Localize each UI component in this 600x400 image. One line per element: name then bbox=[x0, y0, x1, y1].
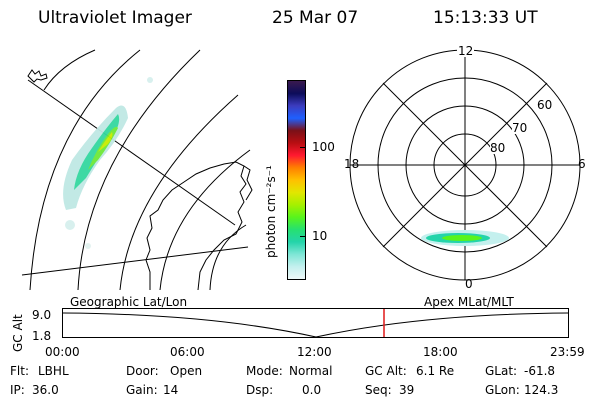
timeline-y-tick: 9.0 bbox=[32, 308, 52, 322]
longitude-line bbox=[27, 79, 236, 226]
aurora-oval-emission bbox=[421, 230, 509, 246]
timeline-x-tick: 00:00 bbox=[45, 345, 80, 359]
color-scale bbox=[287, 80, 306, 280]
timeline-x-tick: 23:59 bbox=[550, 345, 585, 359]
coastline bbox=[243, 165, 253, 201]
info-label: GLon: bbox=[485, 383, 520, 397]
info-value: LBHL bbox=[38, 364, 69, 378]
info-label: Gain: bbox=[126, 383, 158, 397]
info-value: Open bbox=[170, 364, 203, 378]
color-scale-tick bbox=[300, 147, 305, 148]
latitude-arc bbox=[29, 49, 141, 290]
info-value: Normal bbox=[289, 364, 333, 378]
info-label: Mode: bbox=[246, 364, 283, 378]
altitude-timeline bbox=[62, 308, 569, 338]
longitude-line bbox=[21, 246, 249, 276]
coastline bbox=[145, 161, 247, 290]
mlt-label-0: 0 bbox=[465, 277, 473, 291]
instrument-title: Ultraviolet Imager bbox=[38, 8, 192, 28]
info-label: Dsp: bbox=[246, 383, 274, 397]
info-value: 39 bbox=[399, 383, 415, 397]
info-value: -61.8 bbox=[524, 364, 556, 378]
color-scale-tick bbox=[300, 236, 305, 237]
color-scale-tick-label: 10 bbox=[312, 229, 328, 243]
aurora-emission bbox=[63, 77, 153, 249]
info-value: 0.0 bbox=[302, 383, 322, 397]
info-value: 6.1 Re bbox=[416, 364, 455, 378]
apex-label: Apex MLat/MLT bbox=[424, 295, 514, 309]
latitude-arc bbox=[119, 94, 239, 290]
mlt-label-6: 6 bbox=[578, 157, 586, 171]
latitude-arc bbox=[209, 224, 247, 290]
lat-label: 70 bbox=[512, 121, 528, 135]
geographic-label: Geographic Lat/Lon bbox=[70, 295, 188, 309]
timeline-x-tick: 18:00 bbox=[423, 345, 458, 359]
info-label: GC Alt: bbox=[365, 364, 407, 378]
lat-label: 80 bbox=[490, 141, 506, 155]
info-value: 14 bbox=[163, 383, 179, 397]
latitude-arc bbox=[77, 49, 201, 290]
geographic-map bbox=[21, 49, 253, 290]
timeline-x-tick: 06:00 bbox=[170, 345, 205, 359]
info-label: Seq: bbox=[365, 383, 392, 397]
mlt-label-18: 18 bbox=[344, 157, 360, 171]
timeline-axis-title: GC Alt bbox=[11, 314, 25, 352]
altitude-curve bbox=[62, 312, 569, 338]
latitude-arc bbox=[43, 49, 96, 91]
info-label: Flt: bbox=[10, 364, 29, 378]
info-label: GLat: bbox=[485, 364, 518, 378]
timeline-x-tick: 12:00 bbox=[297, 345, 332, 359]
timeline-y-tick: 1.8 bbox=[32, 329, 52, 343]
polar-plot bbox=[349, 49, 581, 281]
color-scale-tick-label: 100 bbox=[312, 140, 335, 154]
info-value: 36.0 bbox=[32, 383, 59, 397]
info-label: IP: bbox=[10, 383, 25, 397]
info-value: 124.3 bbox=[524, 383, 559, 397]
latitude-arc bbox=[159, 149, 251, 290]
lat-label: 60 bbox=[537, 98, 553, 112]
coastline bbox=[27, 69, 48, 83]
info-label: Door: bbox=[126, 364, 159, 378]
observation-date: 25 Mar 07 bbox=[272, 8, 359, 28]
color-scale-unit: photon cm⁻²s⁻¹ bbox=[264, 165, 278, 258]
observation-time: 15:13:33 UT bbox=[433, 8, 538, 28]
color-scale-gradient bbox=[288, 81, 305, 279]
mlt-label-12: 12 bbox=[457, 44, 475, 58]
